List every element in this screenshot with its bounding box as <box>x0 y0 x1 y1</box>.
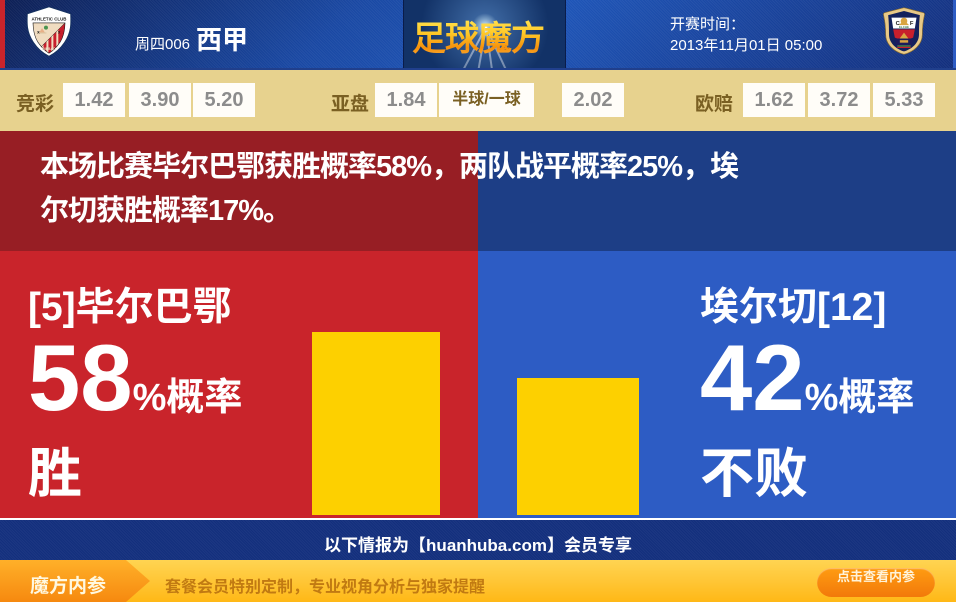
svg-text:F: F <box>910 21 914 27</box>
svg-text:x: x <box>58 29 61 34</box>
svg-text:BILBAO: BILBAO <box>42 47 56 51</box>
svg-text:ELCHE: ELCHE <box>899 25 909 29</box>
svg-text:ATHLETIC CLUB: ATHLETIC CLUB <box>32 16 67 21</box>
svg-text:x: x <box>37 29 40 34</box>
